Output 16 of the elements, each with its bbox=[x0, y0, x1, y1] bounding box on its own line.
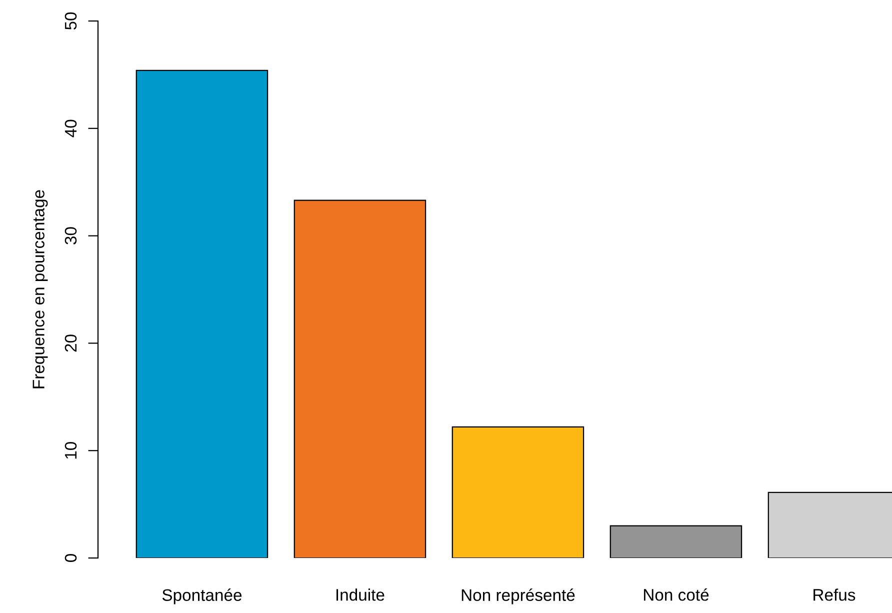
y-tick-label: 40 bbox=[64, 120, 77, 138]
y-tick-label: 0 bbox=[64, 554, 77, 562]
y-tick-label: 10 bbox=[64, 442, 77, 459]
bar bbox=[610, 525, 742, 558]
x-tick-label: Non représenté bbox=[462, 588, 575, 604]
x-tick-label: Spontanée bbox=[162, 588, 242, 604]
y-tick-label: 20 bbox=[64, 334, 77, 352]
x-tick-label: Induite bbox=[336, 588, 384, 601]
x-tick-label: Refus bbox=[814, 588, 856, 601]
y-tick-label: 50 bbox=[64, 12, 77, 30]
bar bbox=[294, 200, 426, 558]
bar bbox=[136, 70, 268, 558]
bar bbox=[452, 426, 584, 558]
y-axis-title: Frequence en pourcentage bbox=[32, 190, 48, 388]
y-tick-label: 30 bbox=[64, 227, 77, 244]
x-tick-label: Non coté bbox=[644, 588, 709, 601]
